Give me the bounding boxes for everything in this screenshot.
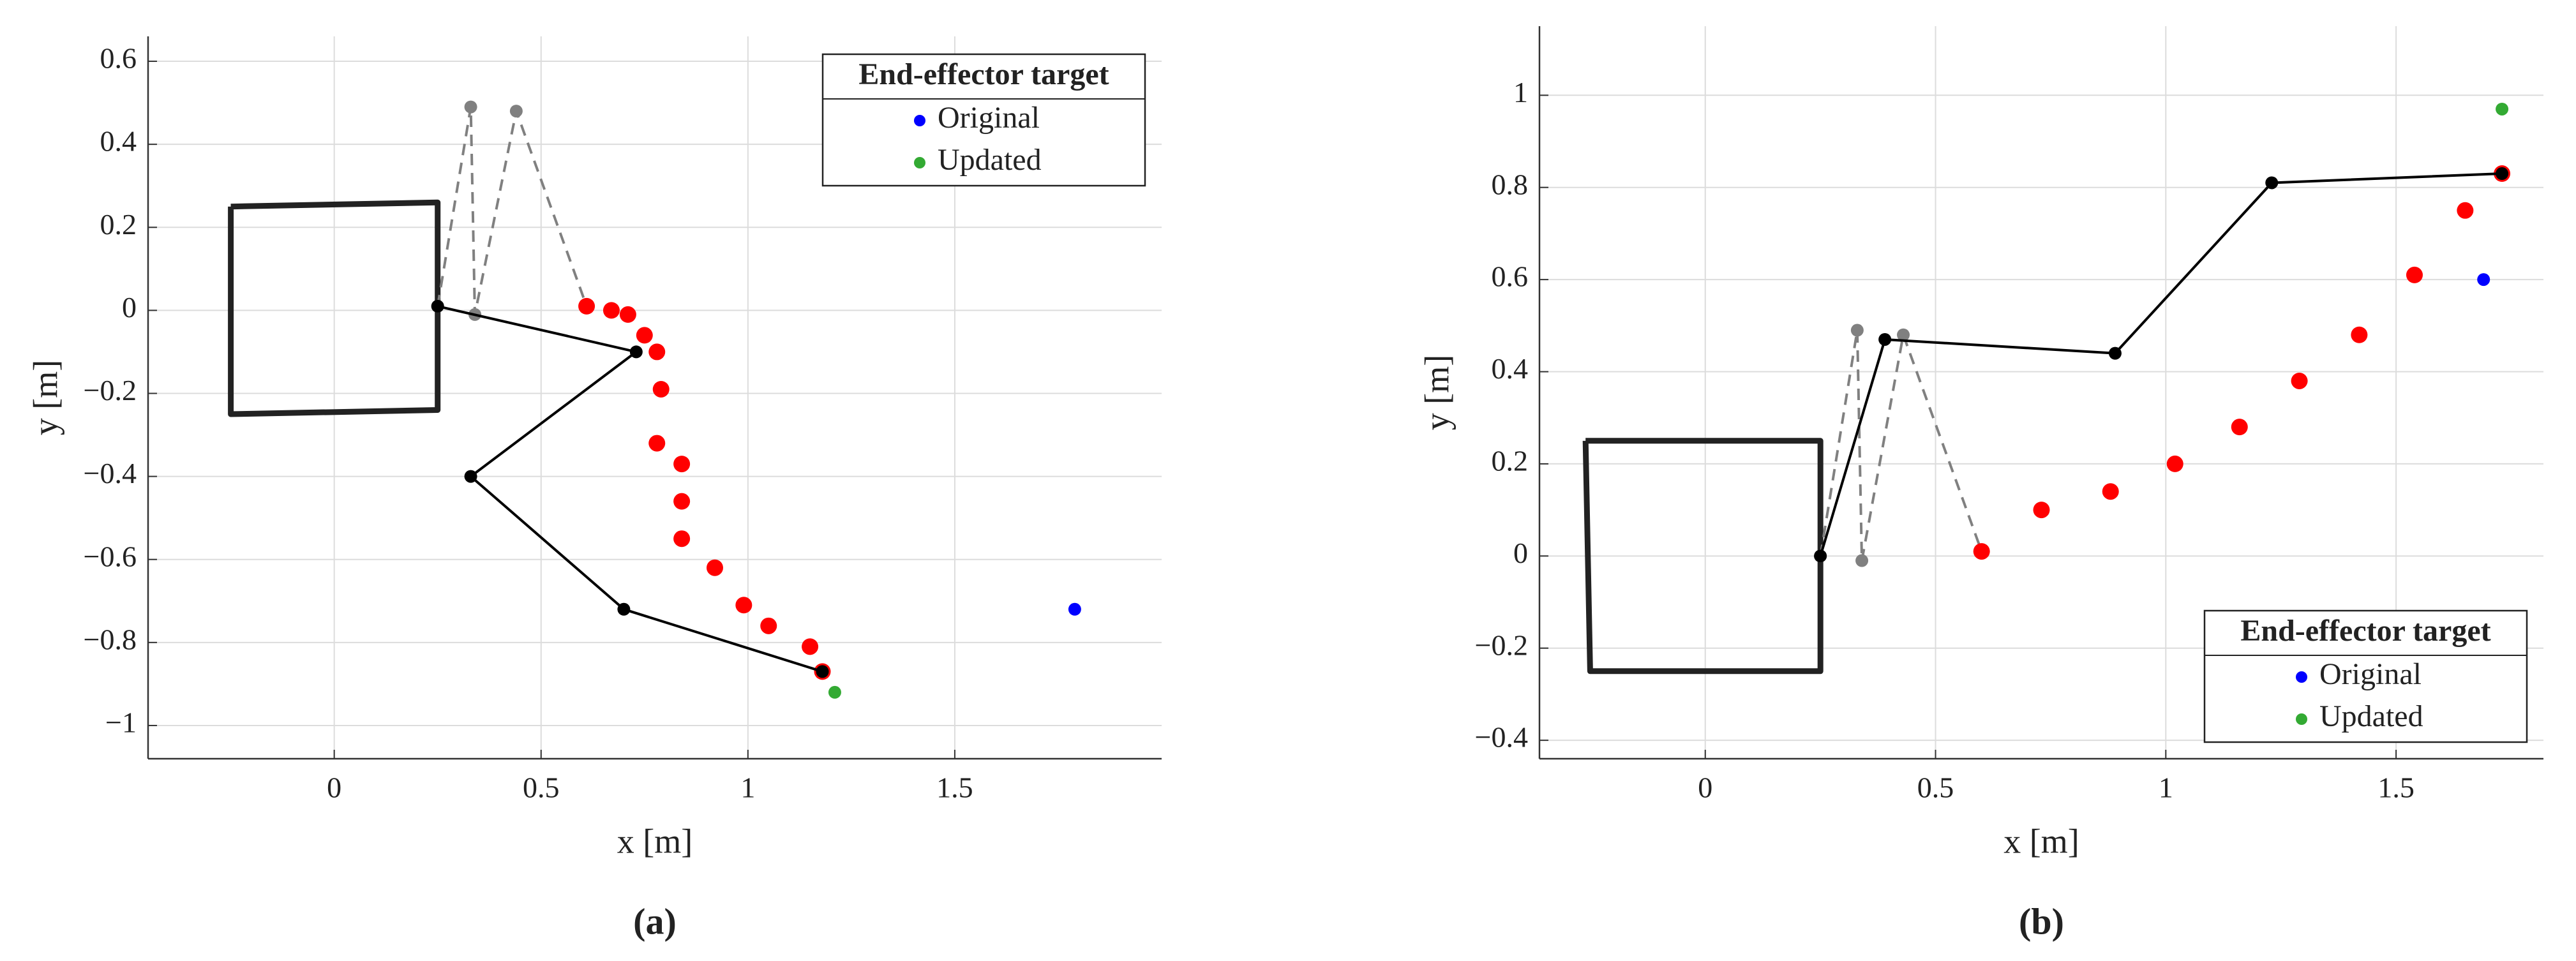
point (2102, 483, 2119, 500)
y-tick-label: 0 (1513, 537, 1528, 569)
y-tick-label: 0.2 (100, 208, 137, 241)
legend-marker (2296, 671, 2307, 683)
point (629, 345, 643, 359)
point (464, 100, 477, 114)
point (603, 302, 620, 319)
point (2496, 167, 2509, 181)
point (617, 602, 631, 616)
legend-label: Updated (2319, 699, 2423, 733)
x-tick-label: 0 (1698, 771, 1712, 804)
y-tick-label: 0 (122, 291, 137, 324)
point (1850, 324, 1864, 337)
point (464, 470, 477, 483)
point (1068, 602, 1081, 616)
legend-marker (914, 157, 925, 168)
legend-box (2203, 609, 2528, 743)
panel-label: (b) (2019, 900, 2064, 942)
x-tick-label: 0.5 (523, 771, 560, 804)
point (509, 105, 523, 118)
point (802, 638, 819, 655)
panel-label: (a) (633, 900, 677, 942)
legend-marker (914, 115, 925, 126)
panel: 0 0.5 1 1.5 −0.4 −0.2 0 0.2 0.4 0.6 0.8 1 x [m] y [m]… (1418, 26, 2543, 942)
y-tick-label: −0.2 (1475, 629, 1528, 661)
point (2291, 372, 2308, 389)
y-axis-label: y [m] (1418, 355, 1456, 430)
point (2477, 273, 2490, 287)
point (648, 435, 666, 452)
legend-title: End-effector target (2240, 614, 2490, 648)
legend-label: Original (938, 101, 1040, 135)
x-axis-label: x [m] (2003, 822, 2079, 860)
point (760, 617, 777, 634)
point (2108, 346, 2122, 360)
point (2265, 176, 2279, 190)
point (1878, 332, 1892, 346)
x-tick-label: 1 (740, 771, 755, 804)
y-tick-label: −0.4 (1475, 721, 1528, 754)
y-tick-label: 0.6 (1492, 260, 1529, 293)
series-line (228, 199, 441, 417)
series-line (1819, 172, 2503, 556)
legend-label: Original (2319, 657, 2422, 691)
x-tick-label: 1 (2159, 771, 2173, 804)
series-line (436, 105, 588, 316)
point (1973, 543, 1990, 560)
point (2033, 502, 2050, 519)
point (652, 380, 670, 398)
point (1814, 549, 1827, 563)
y-tick-label: 0.4 (100, 125, 137, 158)
y-tick-label: −1 (105, 706, 137, 739)
y-tick-label: −0.4 (84, 457, 137, 489)
point (1897, 328, 1910, 341)
series-line (437, 304, 823, 673)
point (673, 456, 691, 473)
point (2406, 266, 2423, 283)
point (2496, 102, 2509, 115)
x-tick-label: 0 (327, 771, 341, 804)
series-line (1819, 329, 1983, 562)
y-tick-label: −0.8 (84, 623, 137, 655)
point (2351, 326, 2368, 343)
legend-title: End-effector target (858, 57, 1109, 91)
point (828, 685, 841, 699)
x-axis-label: x [m] (617, 822, 693, 860)
point (2166, 455, 2183, 472)
legend-label: Updated (938, 143, 1042, 177)
point (706, 559, 723, 576)
y-tick-label: −0.2 (84, 374, 137, 406)
point (735, 597, 753, 614)
y-tick-label: 1 (1513, 76, 1528, 108)
point (619, 306, 636, 323)
x-tick-label: 1.5 (936, 771, 973, 804)
point (636, 327, 653, 344)
y-tick-label: 0.6 (100, 42, 137, 75)
point (2457, 202, 2474, 219)
point (2231, 419, 2248, 436)
point (673, 493, 691, 510)
legend-marker (2296, 713, 2307, 725)
point (673, 530, 691, 548)
y-axis-label: y [m] (26, 360, 64, 435)
y-tick-label: 0.2 (1492, 444, 1529, 477)
y-tick-label: 0.4 (1492, 352, 1529, 385)
point (1855, 554, 1869, 567)
point (578, 297, 595, 315)
y-tick-label: −0.6 (84, 540, 137, 572)
x-tick-label: 0.5 (1917, 771, 1954, 804)
point (431, 299, 444, 313)
series-line (1582, 438, 1823, 674)
legend-box (821, 53, 1146, 187)
point (648, 343, 666, 361)
panel: 0 0.5 1 1.5 −1 −0.8 −0.6 −0.4 −0.2 0 0.2 0.4 0.6 x [m… (26, 36, 1162, 942)
point (816, 665, 829, 678)
y-tick-label: 0.8 (1492, 168, 1529, 200)
x-tick-label: 1.5 (2378, 771, 2415, 804)
